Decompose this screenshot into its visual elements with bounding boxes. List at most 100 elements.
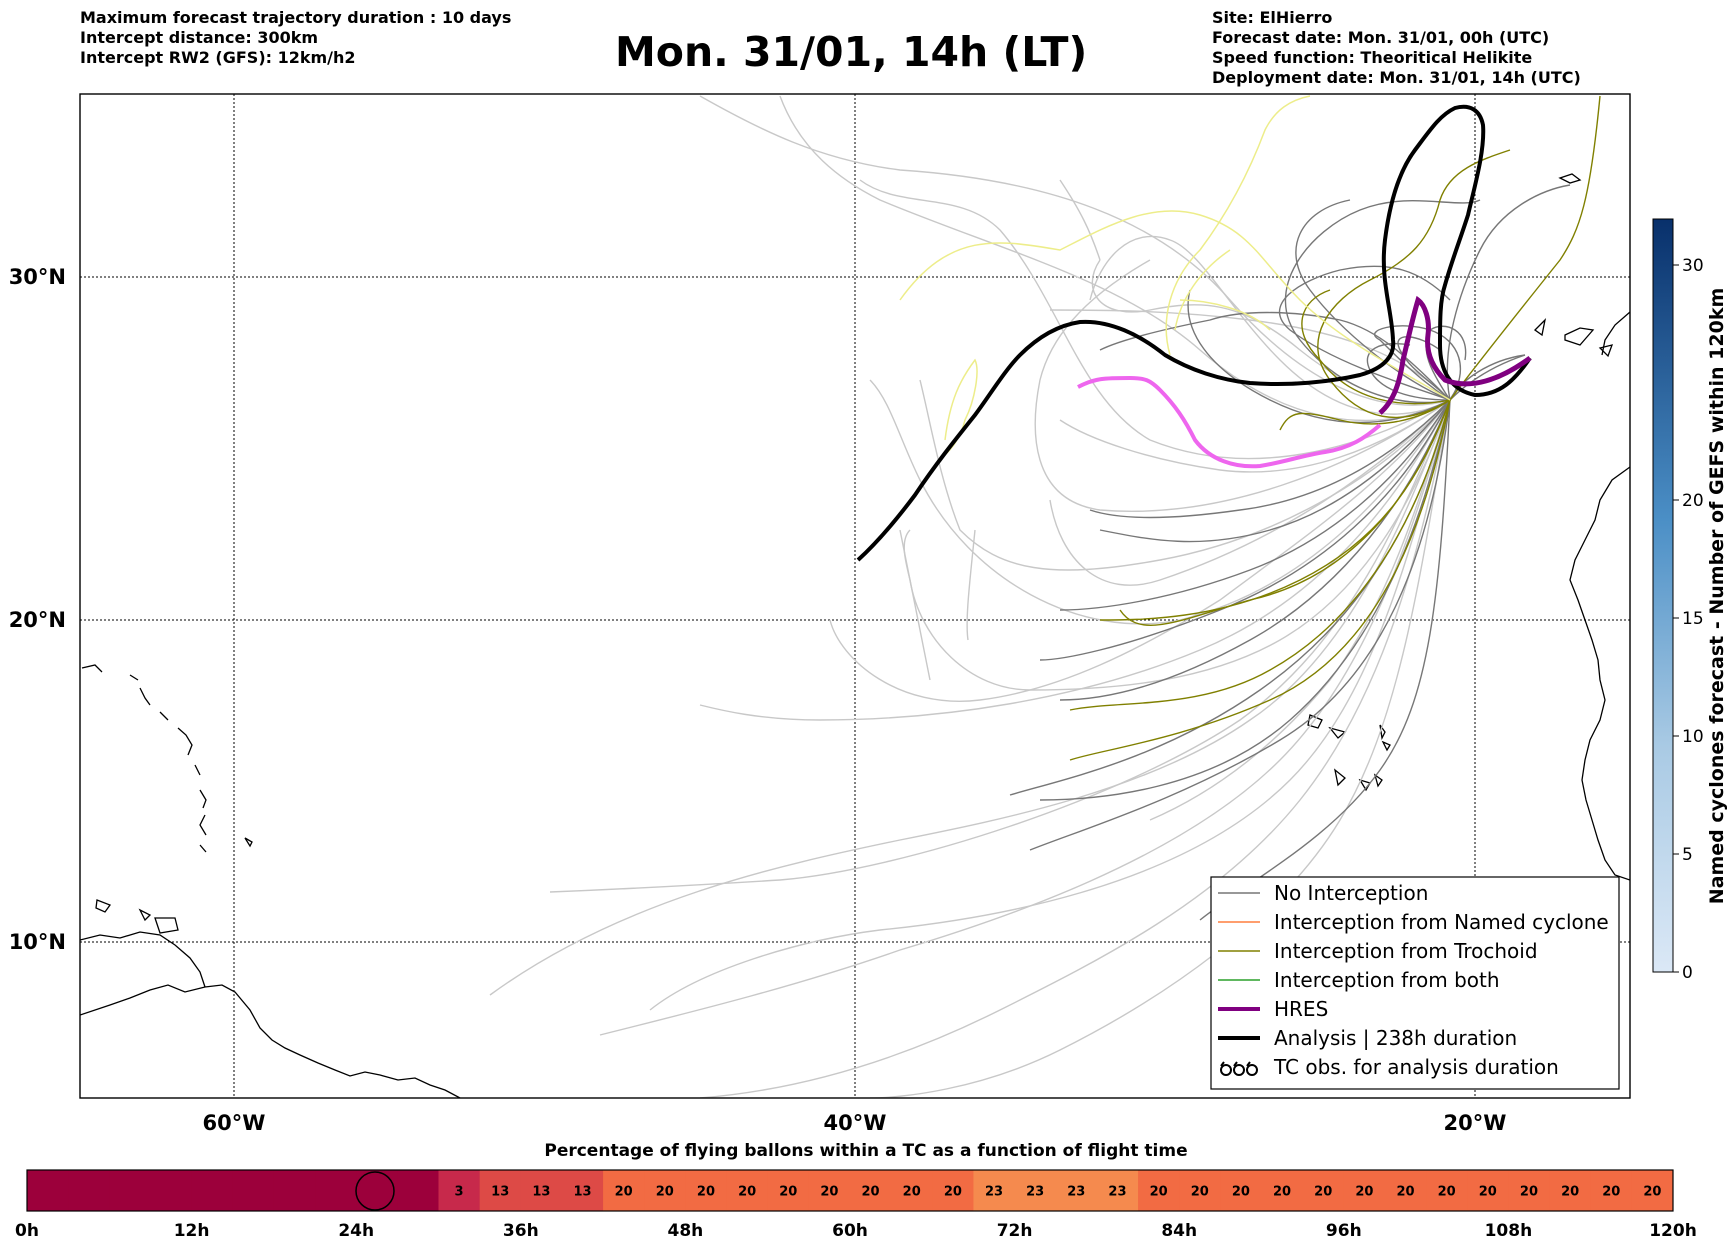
timeline-tick-label: 96h [1326,1221,1362,1241]
timeline-cell-value: 13 [532,1185,550,1200]
legend-label: No Interception [1274,881,1428,905]
timeline-cell-value: 20 [1396,1185,1414,1200]
hres-track [1378,295,1532,415]
header-right-line: Forecast date: Mon. 31/01, 00h (UTC) [1212,28,1550,47]
timeline-cell [1590,1170,1633,1211]
timeline-cell-value: 20 [697,1185,715,1200]
timeline-cell-value: 20 [738,1185,756,1200]
colorbar-tick-label: 0 [1682,963,1693,983]
timeline-cell-value: 3 [455,1185,464,1200]
timeline-cell [397,1170,439,1211]
timeline-cell [1343,1170,1386,1211]
timeline-cell [1261,1170,1304,1211]
legend: No Interception Interception from Named … [1210,876,1620,1090]
cape-verde [1379,724,1386,741]
timeline-marker [355,1171,395,1211]
timeline-cell-value: 20 [944,1185,962,1200]
island [138,908,152,922]
timeline-cell-value: 23 [1067,1185,1085,1200]
timeline-cell-value: 20 [1355,1185,1373,1200]
timeline-cell [685,1170,728,1211]
timeline-cell [315,1170,357,1211]
timeline-tick-label: 0h [15,1221,39,1241]
timeline-cell-value: 20 [615,1185,633,1200]
colorbar-label: Named cyclones forecast - Number of GEFS… [1706,288,1728,905]
lat-label-30n: 30°N [9,265,66,289]
trinidad [154,917,179,934]
lat-label-10n: 10°N [9,930,66,954]
timeline-cell [232,1170,275,1211]
timeline-cell-value: 20 [656,1185,674,1200]
timeline-cell [1508,1170,1551,1211]
colorbar-tick-label: 10 [1682,727,1704,747]
timeline-cell [150,1170,193,1211]
timeline-cell [1426,1170,1468,1211]
timeline-cell-value: 20 [1479,1185,1497,1200]
timeline-cell [520,1170,563,1211]
colorbar-gradient [1652,218,1674,973]
timeline-cell-value: 20 [862,1185,880,1200]
timeline-cell-value: 20 [1191,1185,1209,1200]
timeline-cell [1302,1170,1345,1211]
timeline-cell [644,1170,686,1211]
trochoid-tracks [1069,95,1601,761]
no-interception-tracks [489,95,1571,1098]
timeline-cell-value: 20 [779,1185,797,1200]
canary-island [1533,318,1547,337]
timeline-cell [479,1170,522,1211]
timeline-cell-value: 20 [1561,1185,1579,1200]
timeline-cell [1179,1170,1221,1211]
timeline-cell-value: 20 [1232,1185,1250,1200]
lon-label-60w: 60°W [203,1111,266,1135]
timeline-cell [27,1170,69,1211]
timeline-cell [438,1170,481,1211]
legend-label: Interception from Named cyclone [1274,910,1609,934]
page-title: Mon. 31/01, 14h (LT) [615,28,1088,76]
colorbar: 0 5 10 15 20 30 Named cyclones forecast … [1652,218,1728,983]
header-right-line: Site: ElHierro [1212,8,1333,27]
timeline-cell-value: 20 [1438,1185,1456,1200]
header-right-line: Deployment date: Mon. 31/01, 14h (UTC) [1212,68,1581,87]
legend-label: Interception from Trochoid [1274,939,1538,963]
colorbar-tick-label: 15 [1682,609,1704,629]
coastlines [80,173,1630,1098]
venezuela-coast [80,931,206,988]
canary-island [1564,327,1595,346]
lon-label-40w: 40°W [824,1111,887,1135]
timeline-cell [726,1170,769,1211]
south-america-coast [80,984,461,1098]
tc-obs-symbol-icon [1220,1061,1258,1076]
timeline-cell [1055,1170,1098,1211]
map-border [79,93,1631,1099]
legend-label: Analysis | 238h duration [1274,1026,1517,1050]
timeline-cell-value: 13 [491,1185,509,1200]
timeline-cell [891,1170,933,1211]
cape-verde [1334,768,1346,787]
timeline-cell-value: 20 [1273,1185,1291,1200]
legend-label: TC obs. for analysis duration [1273,1055,1559,1079]
timeline-tick-label: 36h [503,1221,539,1241]
timeline-tick-label: 48h [668,1221,704,1241]
analysis-track [856,104,1532,562]
legend-label: Interception from both [1274,968,1500,992]
timeline-tick-label: 120h [1649,1221,1697,1241]
timeline-tick-label: 108h [1485,1221,1533,1241]
timeline-cell [603,1170,645,1211]
colorbar-tick-label: 20 [1682,491,1704,511]
timeline-cell [1096,1170,1139,1211]
timeline-cell [1467,1170,1509,1211]
timeline-tick-label: 84h [1161,1221,1197,1241]
timeline-cell [767,1170,810,1211]
cape-verde [1381,740,1391,752]
cape-verde [1328,726,1347,739]
timeline-cell [932,1170,974,1211]
timeline-cell [273,1170,316,1211]
timeline-tick-label: 12h [174,1221,210,1241]
timeline-cell-value: 23 [985,1185,1003,1200]
timeline-cell-value: 20 [1520,1185,1538,1200]
island [95,899,112,913]
timeline-cell [1549,1170,1592,1211]
header-right: Site: ElHierro Forecast date: Mon. 31/01… [1212,8,1581,88]
timeline-tick-labels: 0h 12h 24h 36h 48h 60h 72h 84h 96h 108h 120h [15,1221,1697,1241]
timeline-cell-value: 23 [1108,1185,1126,1200]
